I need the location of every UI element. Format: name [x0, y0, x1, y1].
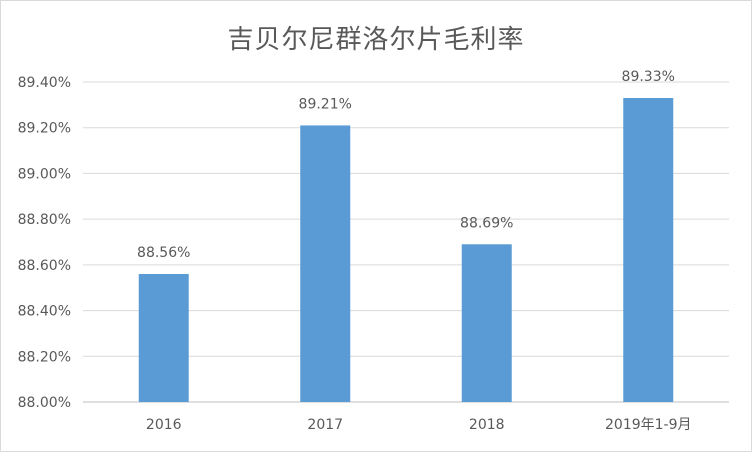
chart-title: 吉贝尔尼群洛尔片毛利率	[227, 25, 525, 55]
y-tick-label: 88.60%	[18, 258, 71, 274]
y-tick-label: 88.00%	[18, 395, 71, 411]
x-tick-label: 2017	[307, 417, 343, 433]
y-tick-label: 88.20%	[18, 349, 71, 365]
bar	[461, 244, 512, 402]
x-tick-label: 2018	[469, 417, 505, 433]
data-label: 89.21%	[299, 96, 352, 112]
data-label: 88.69%	[460, 215, 513, 231]
x-tick-label: 2019年1-9月	[605, 417, 692, 433]
y-tick-label: 88.40%	[18, 304, 71, 320]
bar	[300, 125, 351, 402]
bar	[138, 274, 189, 402]
y-tick-label: 89.20%	[18, 121, 71, 137]
data-label: 88.56%	[137, 245, 190, 261]
y-tick-label: 88.80%	[18, 212, 71, 228]
y-tick-label: 89.40%	[18, 75, 71, 91]
x-tick-label: 2016	[146, 417, 182, 433]
bar	[623, 98, 674, 402]
y-tick-label: 89.00%	[18, 166, 71, 182]
data-label: 89.33%	[622, 69, 675, 85]
